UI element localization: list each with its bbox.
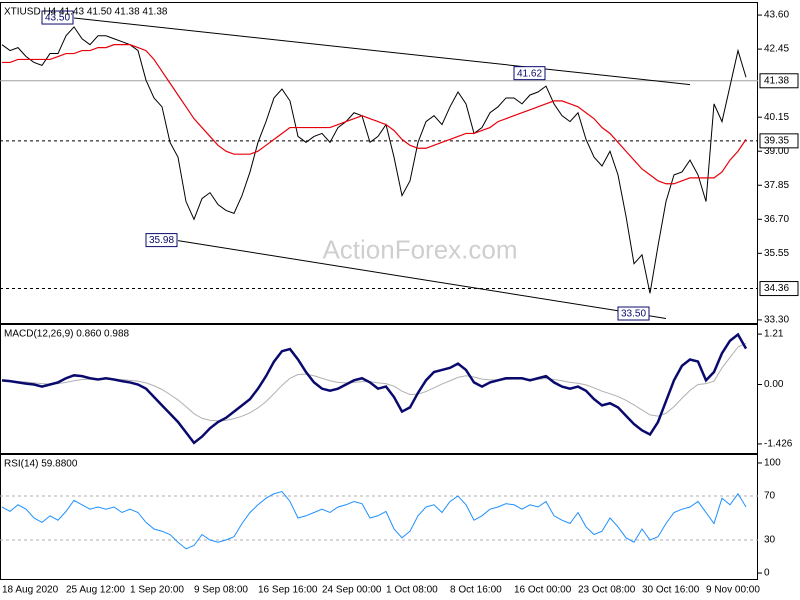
annotation-label: 41.62 bbox=[517, 68, 542, 79]
annotation-box bbox=[513, 66, 546, 81]
panel-frame bbox=[0, 454, 758, 580]
x-tick-label: 16 Oct 00:00 bbox=[514, 585, 572, 596]
y-tick-label: 0 bbox=[764, 568, 770, 579]
y-tick-label: 35.55 bbox=[764, 248, 789, 259]
annotation-label: 33.50 bbox=[621, 309, 646, 320]
level-label-box bbox=[759, 281, 799, 297]
y-tick-label: -1.426 bbox=[764, 439, 793, 450]
y-tick-label: 42.45 bbox=[764, 44, 789, 55]
trendline bbox=[73, 17, 691, 86]
x-tick-label: 8 Oct 16:00 bbox=[450, 585, 502, 596]
annotation-box bbox=[617, 306, 650, 321]
y-tick-label: 1.21 bbox=[764, 329, 784, 340]
y-tick-label: 43.60 bbox=[764, 10, 789, 21]
panel-title: XTIUSD,H4 41.43 41.50 41.38 41.38 bbox=[4, 7, 168, 18]
annotation-label: 35.98 bbox=[149, 235, 174, 246]
panel-frame bbox=[0, 324, 758, 454]
panel-frame bbox=[0, 2, 758, 324]
x-tick-label: 24 Sep 00:00 bbox=[322, 585, 382, 596]
series-line bbox=[2, 44, 747, 185]
level-label-box bbox=[759, 133, 799, 149]
x-tick-label: 30 Oct 16:00 bbox=[642, 585, 700, 596]
x-tick-label: 16 Sep 16:00 bbox=[258, 585, 318, 596]
level-label: 39.35 bbox=[764, 135, 789, 146]
annotation-box bbox=[41, 10, 74, 25]
x-tick-label: 23 Oct 08:00 bbox=[578, 585, 636, 596]
level-label-box bbox=[759, 73, 799, 89]
x-tick-label: 9 Sep 08:00 bbox=[194, 585, 248, 596]
level-label: 41.38 bbox=[764, 75, 789, 86]
y-tick-label: 33.30 bbox=[764, 315, 789, 326]
annotation-box bbox=[145, 233, 178, 248]
y-tick-label: 39.00 bbox=[764, 146, 789, 157]
x-tick-label: 1 Oct 08:00 bbox=[386, 585, 438, 596]
x-tick-label: 9 Nov 00:00 bbox=[706, 585, 760, 596]
x-tick-label: 1 Sep 20:00 bbox=[130, 585, 184, 596]
y-tick-label: 100 bbox=[764, 458, 781, 469]
series-line bbox=[1, 491, 747, 550]
series-line bbox=[1, 332, 748, 445]
y-tick-label: 36.70 bbox=[764, 214, 789, 225]
x-tick-label: 18 Aug 2020 bbox=[2, 585, 59, 596]
y-tick-label: 0.00 bbox=[764, 379, 784, 390]
series-line bbox=[2, 342, 747, 422]
y-tick-label: 40.15 bbox=[764, 112, 789, 123]
level-label: 30 bbox=[764, 535, 776, 546]
x-tick-label: 25 Aug 12:00 bbox=[66, 585, 125, 596]
y-tick-label: 37.85 bbox=[764, 180, 789, 191]
annotation-label: 43.50 bbox=[45, 13, 70, 24]
series-line bbox=[1, 26, 747, 294]
watermark: ActionForex.com bbox=[322, 234, 517, 264]
level-label: 70 bbox=[764, 491, 776, 502]
panel-title: RSI(14) 59.8800 bbox=[4, 459, 78, 470]
level-label: 34.36 bbox=[764, 283, 789, 294]
trendline bbox=[177, 240, 667, 319]
panel-title: MACD(12,26,9) 0.860 0.988 bbox=[4, 329, 130, 340]
